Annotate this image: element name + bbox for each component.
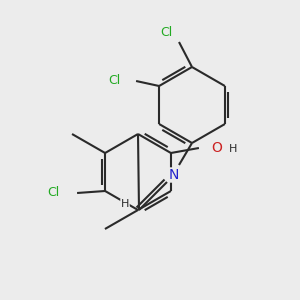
Text: N: N bbox=[169, 168, 179, 182]
Text: Cl: Cl bbox=[108, 74, 120, 88]
Text: Cl: Cl bbox=[160, 26, 172, 38]
Text: H: H bbox=[121, 199, 129, 209]
Text: H: H bbox=[229, 144, 237, 154]
Text: O: O bbox=[212, 141, 222, 155]
Text: Cl: Cl bbox=[47, 187, 59, 200]
